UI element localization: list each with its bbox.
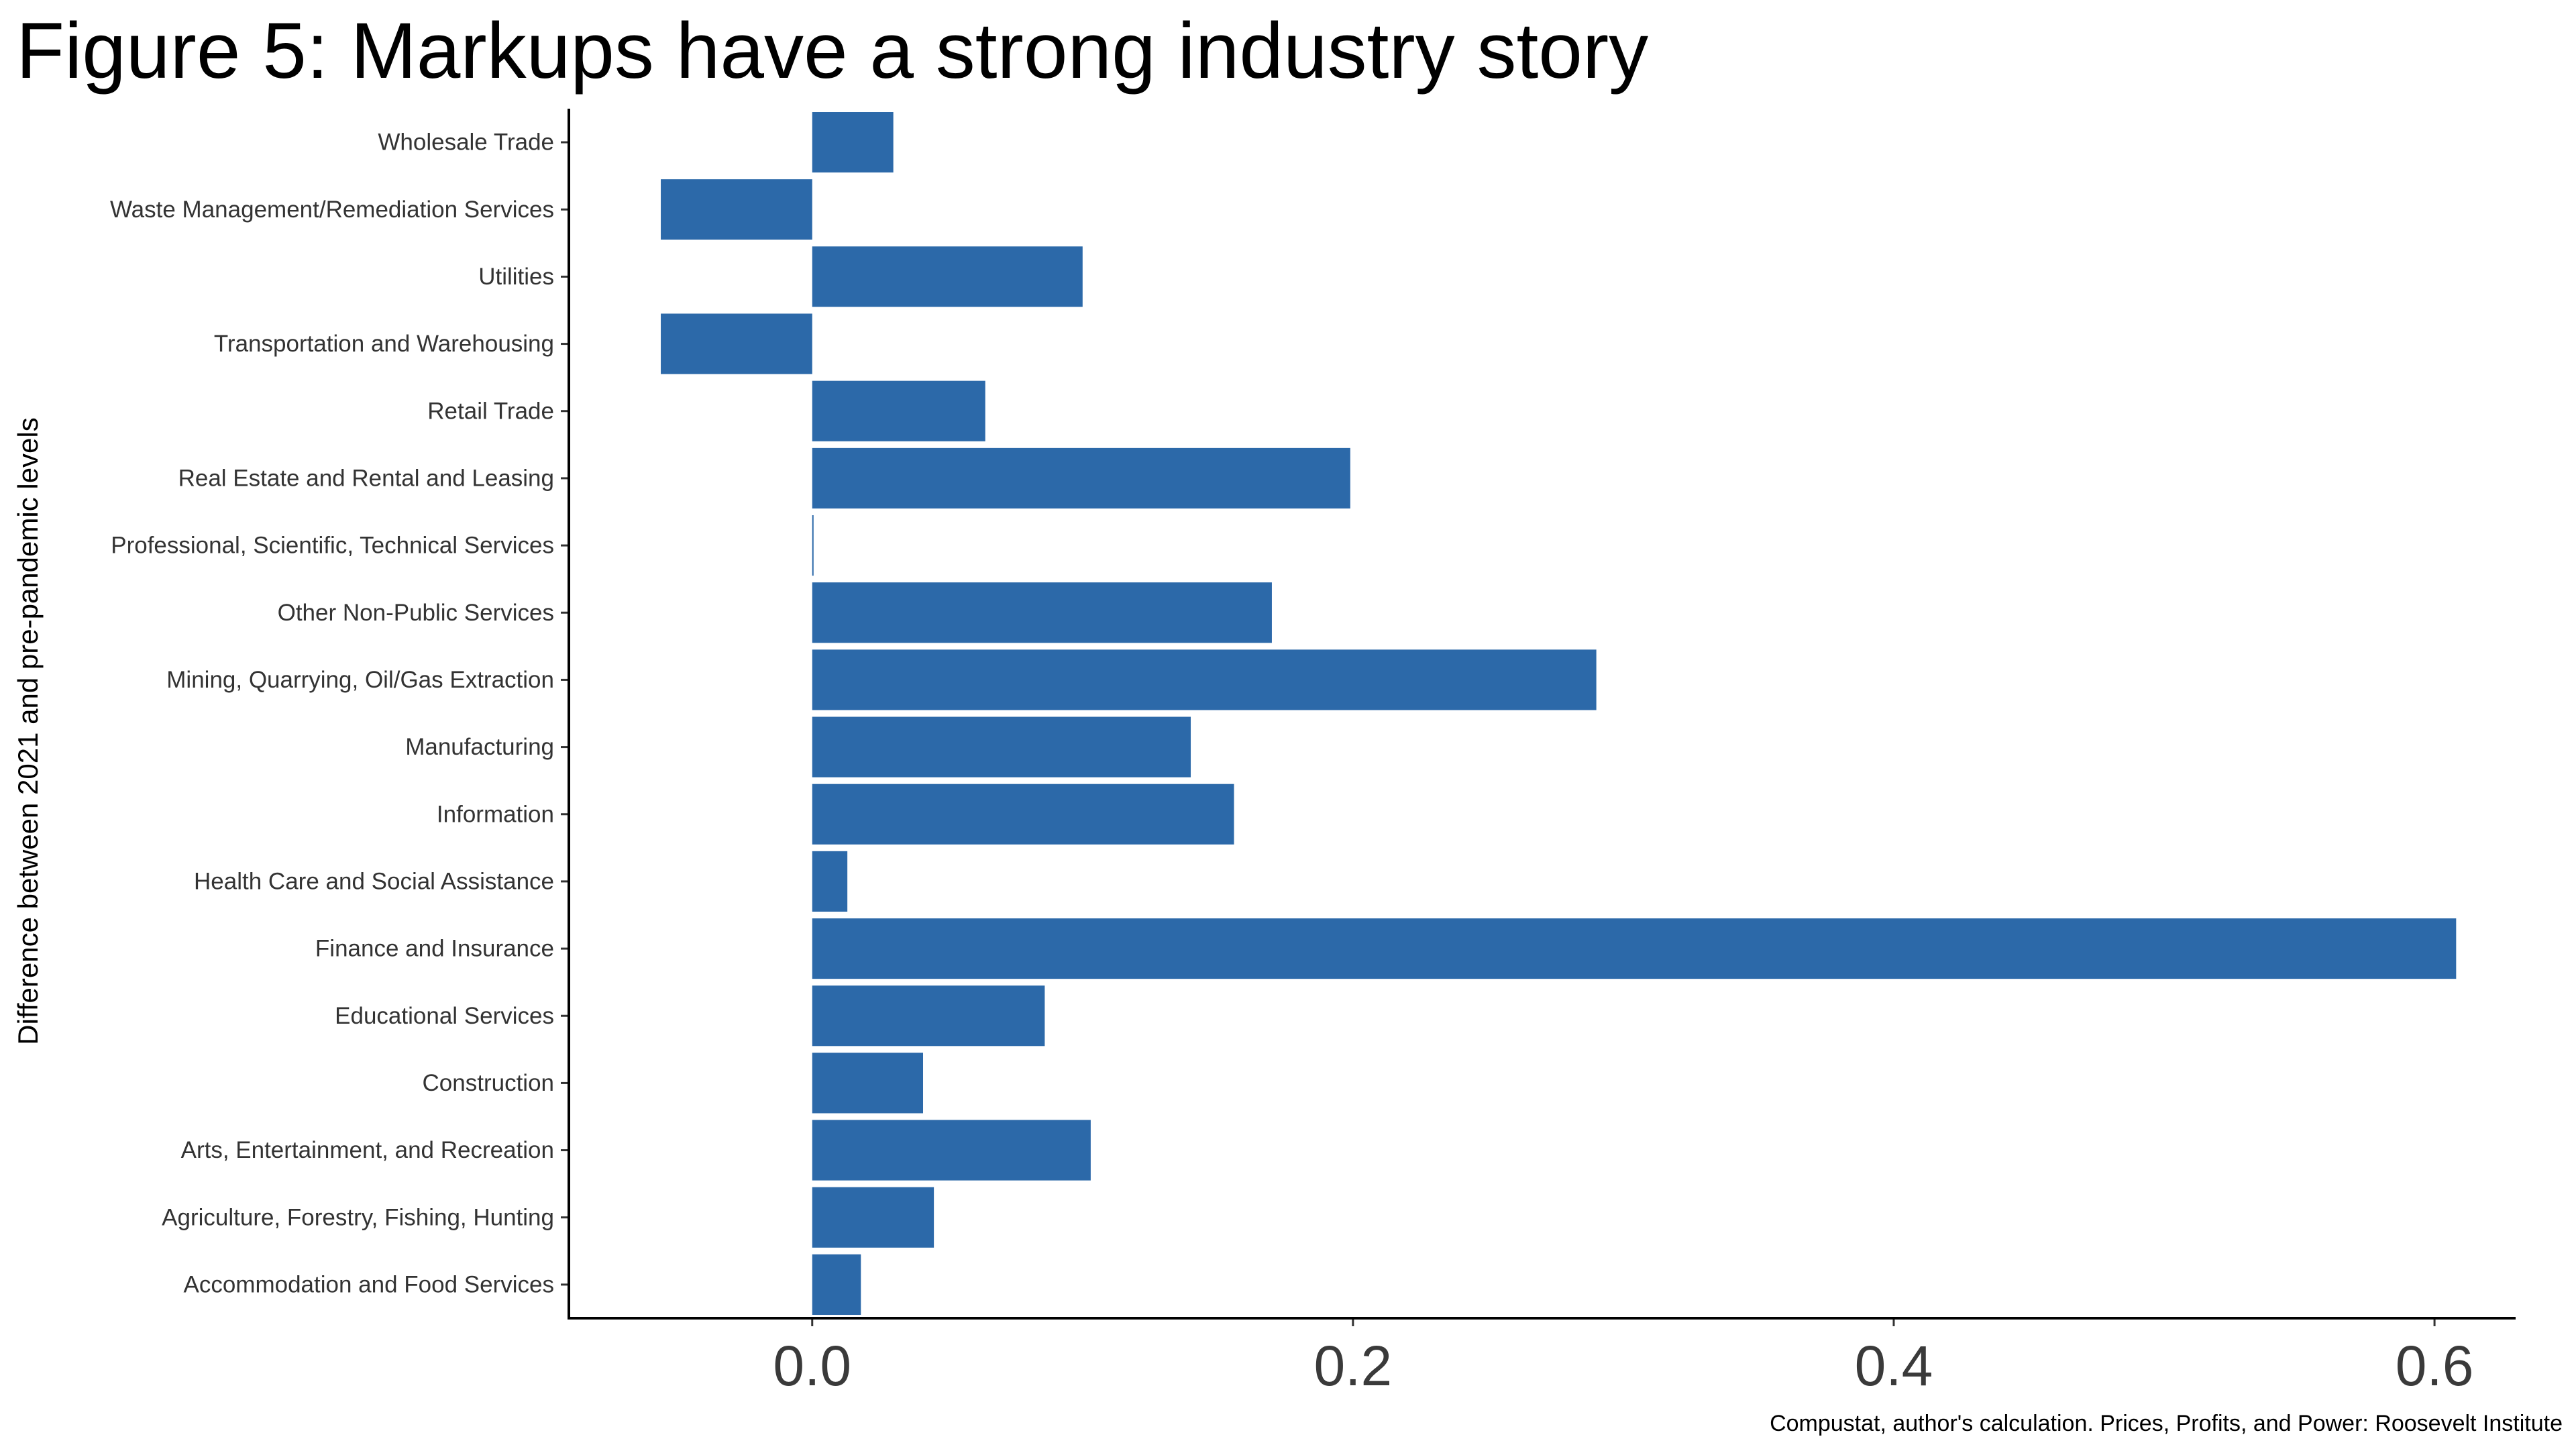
- bar: [812, 1120, 1091, 1181]
- category-label: Manufacturing: [405, 734, 554, 760]
- category-label: Accommodation and Food Services: [184, 1271, 555, 1297]
- category-label: Wholesale Trade: [378, 129, 554, 156]
- category-label: Retail Trade: [427, 398, 554, 424]
- bar: [812, 918, 2457, 979]
- x-tick-label: 0.2: [1313, 1334, 1392, 1397]
- y-axis-label: Difference between 2021 and pre-pandemic…: [12, 417, 44, 1044]
- bar: [812, 784, 1234, 845]
- bar: [661, 313, 812, 374]
- category-label: Information: [437, 801, 554, 827]
- category-label: Professional, Scientific, Technical Serv…: [111, 533, 554, 559]
- category-label: Construction: [423, 1070, 554, 1096]
- bar: [812, 380, 985, 441]
- x-tick-label: 0.6: [2396, 1334, 2474, 1397]
- bar: [812, 447, 1350, 508]
- bar: [812, 716, 1191, 777]
- bar: [661, 179, 812, 240]
- bars-group: [661, 112, 2457, 1315]
- category-label: Other Non-Public Services: [278, 600, 554, 626]
- category-label: Arts, Entertainment, and Recreation: [181, 1137, 554, 1163]
- x-tick-label: 0.0: [773, 1334, 851, 1397]
- category-label: Utilities: [478, 264, 554, 290]
- bar: [812, 1187, 934, 1248]
- category-label: Health Care and Social Assistance: [194, 868, 554, 894]
- chart-title: Figure 5: Markups have a strong industry…: [16, 7, 1649, 95]
- category-label: Educational Services: [335, 1003, 554, 1029]
- bar: [812, 582, 1272, 643]
- chart-caption: Compustat, author's calculation. Prices,…: [1770, 1411, 2563, 1436]
- bar: [812, 649, 1597, 710]
- x-tick-label: 0.4: [1855, 1334, 1933, 1397]
- category-labels: Wholesale Trade Waste Management/Remediat…: [110, 129, 554, 1298]
- bar: [812, 985, 1045, 1046]
- bar: [812, 515, 814, 576]
- x-axis-ticks: 0.0 0.2 0.4 0.6: [773, 1318, 2473, 1397]
- category-label: Real Estate and Rental and Leasing: [178, 465, 554, 491]
- bar: [812, 851, 848, 912]
- category-label: Waste Management/Remediation Services: [110, 197, 554, 223]
- bar: [812, 1053, 924, 1114]
- bar: [812, 246, 1083, 307]
- bar: [812, 1254, 861, 1315]
- bar: [812, 112, 894, 173]
- category-label: Mining, Quarrying, Oil/Gas Extraction: [166, 667, 554, 693]
- category-label: Agriculture, Forestry, Fishing, Hunting: [162, 1204, 554, 1230]
- category-label: Finance and Insurance: [315, 936, 554, 962]
- category-label: Transportation and Warehousing: [214, 331, 554, 357]
